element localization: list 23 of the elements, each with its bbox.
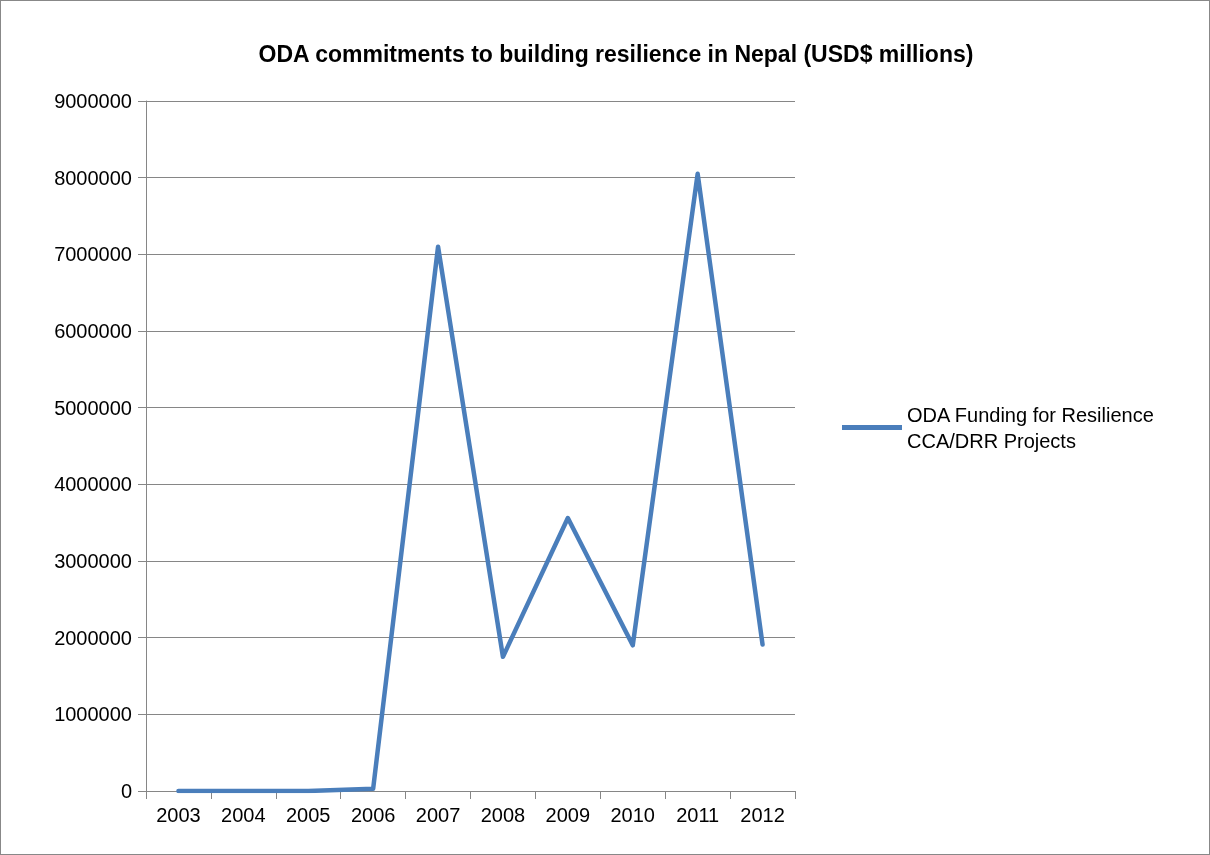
x-tick-label: 2003 [156, 804, 201, 826]
y-tick-label: 2000000 [54, 626, 132, 649]
y-tick-label: 1000000 [54, 703, 132, 726]
y-tick-label: 4000000 [54, 473, 132, 496]
y-tick-label: 9000000 [54, 90, 132, 112]
x-tick-label: 2007 [415, 804, 461, 826]
x-tick-label: 2008 [480, 804, 526, 826]
legend-label: ODA Funding for Resilience CCA/DRR Projects [907, 403, 1160, 452]
y-tick-label: 8000000 [54, 166, 132, 189]
chart-title: ODA commitments to building resilience in Nepal (USD$ millions) [258, 40, 974, 67]
line-series [176, 171, 765, 794]
x-tick-label: 2006 [350, 804, 396, 826]
x-tick-label: 2005 [286, 804, 331, 826]
y-tick-label: 5000000 [54, 396, 132, 419]
y-tick-label: 7000000 [54, 243, 132, 266]
x-tick-label: 2012 [740, 804, 785, 826]
x-tick-label: 2010 [610, 804, 655, 826]
x-tick-label: 2004 [221, 804, 266, 826]
y-tick-label: 6000000 [54, 320, 132, 342]
y-tick-label: 0 [120, 780, 132, 802]
x-tick-label: 2011 [676, 804, 720, 826]
x-tick-label: 2009 [545, 804, 591, 826]
y-tick-label: 3000000 [54, 550, 132, 572]
